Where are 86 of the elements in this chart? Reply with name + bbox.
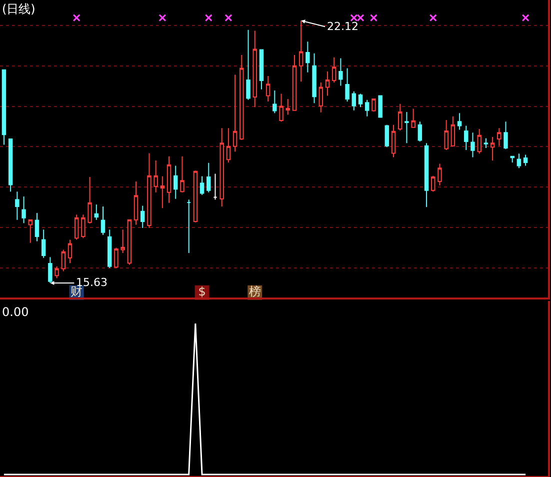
candlestick xyxy=(154,160,158,193)
candlestick xyxy=(497,128,502,146)
candlestick xyxy=(107,229,112,268)
data-label: 财 xyxy=(70,284,83,299)
candlestick xyxy=(398,103,402,132)
candlestick xyxy=(292,54,297,111)
candlestick xyxy=(160,176,165,209)
candlestick xyxy=(259,49,264,90)
candlestick xyxy=(378,95,382,118)
candlestick xyxy=(312,52,316,104)
data-label: $ xyxy=(198,284,206,299)
candlestick xyxy=(94,204,99,220)
candlestick xyxy=(504,121,508,150)
candlestick xyxy=(41,229,46,258)
candlestick xyxy=(54,266,59,279)
candlestick xyxy=(384,124,390,148)
candlestick xyxy=(372,98,376,112)
candlestick xyxy=(325,71,330,96)
candlestick xyxy=(286,98,290,116)
chart-title: (日线) xyxy=(2,2,36,16)
candlestick xyxy=(127,219,132,266)
candlestick xyxy=(48,256,52,284)
candlestick xyxy=(318,82,323,113)
candlestick xyxy=(516,153,522,169)
candlestick xyxy=(510,156,514,163)
candlestick xyxy=(358,93,363,108)
candlestick xyxy=(364,99,370,117)
candlestick xyxy=(431,175,436,192)
candlestick xyxy=(206,162,211,193)
candlestick xyxy=(174,165,178,200)
candlestick xyxy=(338,58,343,86)
candlestick xyxy=(424,142,429,208)
candlestick xyxy=(272,90,277,114)
candlestick xyxy=(470,132,475,158)
candlestick xyxy=(120,229,125,254)
candlestick xyxy=(186,199,191,254)
candlestick xyxy=(180,156,184,193)
candlestick xyxy=(213,173,218,200)
candlestick xyxy=(200,176,204,196)
candlestick xyxy=(61,249,66,272)
candlestick xyxy=(193,170,198,223)
candlestick xyxy=(34,212,40,242)
candlestick xyxy=(464,125,468,150)
candlestick xyxy=(418,121,422,142)
candlestick xyxy=(226,128,231,163)
candlestick xyxy=(477,128,482,154)
candlestick xyxy=(88,176,92,224)
candlestick xyxy=(114,247,118,268)
candlestick xyxy=(484,138,488,148)
candlestick xyxy=(332,56,336,83)
candlestick xyxy=(450,116,456,147)
candlestick xyxy=(252,30,257,108)
candlestick xyxy=(438,163,442,186)
candlestick xyxy=(22,196,26,224)
candlestick xyxy=(490,136,495,161)
candlestick xyxy=(404,111,409,144)
candlestick xyxy=(266,75,270,102)
candlestick xyxy=(240,54,244,140)
candlestick xyxy=(306,41,310,73)
candlestick xyxy=(345,68,350,102)
candlestick xyxy=(2,69,6,146)
candlestick xyxy=(232,74,238,152)
candlestick xyxy=(15,191,20,220)
candlestick xyxy=(298,20,304,82)
candlestick xyxy=(457,112,462,130)
candlestick xyxy=(444,120,448,150)
candlestick xyxy=(100,206,106,236)
candlestick xyxy=(166,156,172,204)
candlestick xyxy=(220,128,224,208)
candlestick xyxy=(147,152,152,228)
candlestick xyxy=(411,108,416,128)
candlestick xyxy=(134,180,138,226)
candlestick xyxy=(81,214,86,239)
text: 0.00 xyxy=(2,305,29,319)
candlestick xyxy=(28,219,32,244)
candlestick xyxy=(8,138,13,192)
candlestick xyxy=(523,154,528,166)
annotation: 22.12 xyxy=(327,20,358,33)
candlestick xyxy=(246,29,250,100)
candlestick xyxy=(68,239,72,264)
candlestick xyxy=(391,124,396,158)
candlestick xyxy=(352,90,356,111)
candlestick xyxy=(140,205,145,228)
candlestick xyxy=(74,214,79,240)
data-label: 榜 xyxy=(248,284,261,299)
candlestick xyxy=(279,93,284,122)
